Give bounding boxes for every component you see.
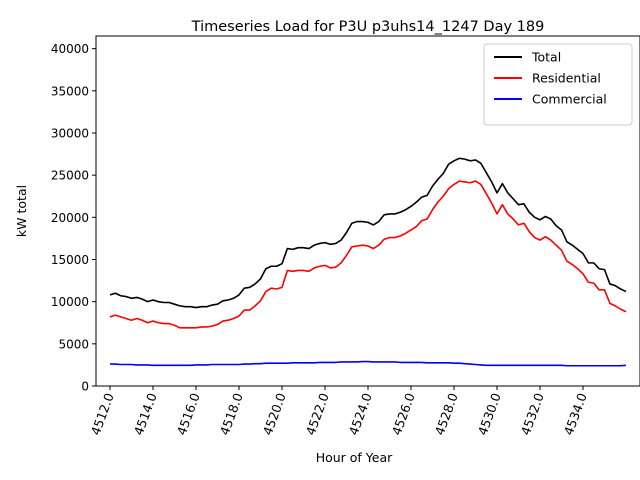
series-layer [109, 157, 627, 367]
y-tick-label: 25000 [51, 169, 89, 183]
y-axis-label: kW total [14, 185, 29, 237]
y-tick-label: 10000 [51, 295, 89, 309]
series-line-total [109, 157, 627, 309]
y-axis: 0 5000 10000 15000 20000 25000 30000 35000 40000 [51, 42, 96, 394]
y-tick-label: 20000 [51, 211, 89, 225]
legend-box [483, 43, 633, 126]
series-line-commercial [109, 360, 627, 367]
legend-label-residential: Residential [532, 71, 601, 86]
y-tick-label: 30000 [51, 126, 89, 140]
y-tick-label: 0 [81, 380, 89, 394]
chart-title: Timeseries Load for P3U p3uhs14_1247 Day… [191, 19, 545, 35]
x-axis-label: Hour of Year [316, 450, 393, 465]
legend-label-commercial: Commercial [532, 92, 607, 107]
y-tick-label: 40000 [51, 42, 89, 56]
legend-label-total: Total [531, 50, 561, 65]
y-tick-label: 35000 [51, 84, 89, 98]
legend: Total Residential Commercial [483, 43, 633, 126]
plot-area [95, 35, 640, 387]
y-tick-label: 15000 [51, 253, 89, 267]
series-line-residential [109, 180, 627, 329]
y-tick-label: 5000 [58, 337, 89, 351]
